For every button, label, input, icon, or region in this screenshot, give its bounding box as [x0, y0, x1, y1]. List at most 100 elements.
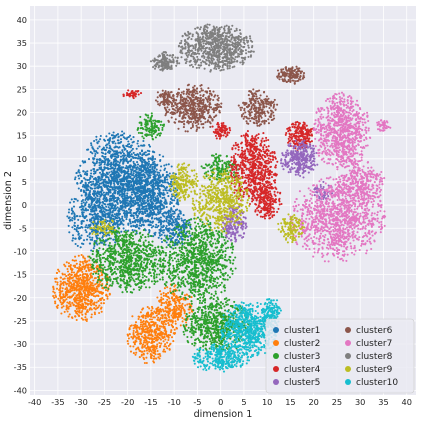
data-point: [154, 157, 157, 161]
data-point: [154, 231, 157, 234]
data-point: [200, 236, 203, 239]
data-point: [149, 196, 152, 199]
data-point: [160, 237, 163, 240]
data-point: [74, 255, 77, 258]
data-point: [87, 193, 90, 197]
data-point: [162, 298, 165, 301]
data-point: [115, 186, 118, 189]
data-point: [74, 242, 77, 246]
data-point: [132, 151, 135, 154]
data-point: [70, 212, 73, 215]
data-point: [107, 141, 111, 145]
data-point: [97, 181, 100, 184]
data-point: [150, 212, 153, 216]
data-point: [170, 223, 174, 226]
data-point: [86, 279, 89, 282]
data-point: [171, 195, 174, 198]
data-point: [161, 180, 164, 183]
data-point: [149, 261, 153, 264]
data-point: [160, 183, 163, 186]
data-point: [101, 148, 104, 151]
data-point: [81, 274, 84, 277]
data-point: [127, 246, 130, 249]
data-point: [98, 266, 101, 269]
data-point: [158, 181, 161, 184]
data-point: [148, 247, 151, 250]
data-point: [140, 204, 143, 207]
data-point: [68, 208, 71, 211]
data-point: [108, 200, 111, 203]
data-point: [71, 301, 74, 304]
data-point: [97, 278, 100, 281]
data-point: [155, 334, 159, 337]
data-point: [106, 163, 109, 166]
data-point: [88, 197, 91, 200]
data-point: [77, 277, 80, 280]
data-point: [173, 297, 176, 300]
data-point: [67, 262, 70, 265]
data-point: [104, 268, 107, 271]
data-point: [145, 312, 149, 315]
data-point: [178, 223, 181, 226]
data-point: [158, 211, 161, 214]
data-point: [65, 305, 68, 308]
data-point: [164, 314, 167, 317]
data-point: [169, 201, 172, 204]
data-point: [138, 190, 141, 193]
data-point: [165, 215, 169, 218]
data-point: [140, 187, 143, 190]
data-point: [129, 268, 133, 271]
data-point: [149, 209, 152, 212]
data-point: [126, 211, 129, 214]
data-point: [94, 213, 98, 216]
data-point: [103, 166, 106, 169]
data-point: [125, 290, 129, 293]
data-point: [90, 142, 93, 145]
data-point: [132, 332, 135, 335]
data-point: [110, 186, 113, 189]
data-point: [76, 244, 79, 247]
data-point: [74, 296, 77, 299]
data-point: [96, 190, 99, 193]
data-point: [163, 336, 166, 339]
data-point: [143, 282, 146, 285]
data-point: [89, 276, 92, 279]
data-point: [119, 182, 123, 185]
data-point: [75, 172, 78, 175]
data-point: [74, 273, 77, 276]
data-point: [68, 273, 71, 276]
data-point: [181, 305, 184, 308]
data-point: [73, 292, 76, 295]
data-point: [84, 261, 87, 264]
data-point: [183, 312, 186, 315]
data-point: [188, 311, 191, 314]
data-point: [121, 134, 124, 137]
data-point: [160, 320, 164, 323]
data-point: [112, 173, 115, 176]
data-point: [108, 138, 111, 141]
data-point: [165, 241, 168, 244]
data-point: [80, 311, 83, 314]
data-point: [98, 242, 101, 245]
data-point: [91, 146, 94, 149]
data-point: [83, 296, 86, 299]
data-point: [95, 239, 98, 243]
data-point: [79, 189, 83, 193]
data-point: [72, 205, 76, 208]
data-point: [131, 315, 134, 318]
data-point: [111, 280, 114, 283]
data-point: [88, 259, 91, 262]
data-point: [164, 294, 167, 297]
data-point: [162, 212, 165, 215]
data-point: [158, 357, 161, 360]
data-point: [80, 286, 83, 289]
data-point: [140, 165, 144, 168]
data-point: [131, 291, 134, 294]
data-point: [158, 353, 161, 356]
data-point: [71, 234, 75, 237]
data-point: [130, 153, 133, 156]
data-point: [61, 287, 64, 290]
data-point: [135, 245, 139, 249]
data-point: [150, 253, 153, 256]
data-point: [138, 315, 141, 318]
